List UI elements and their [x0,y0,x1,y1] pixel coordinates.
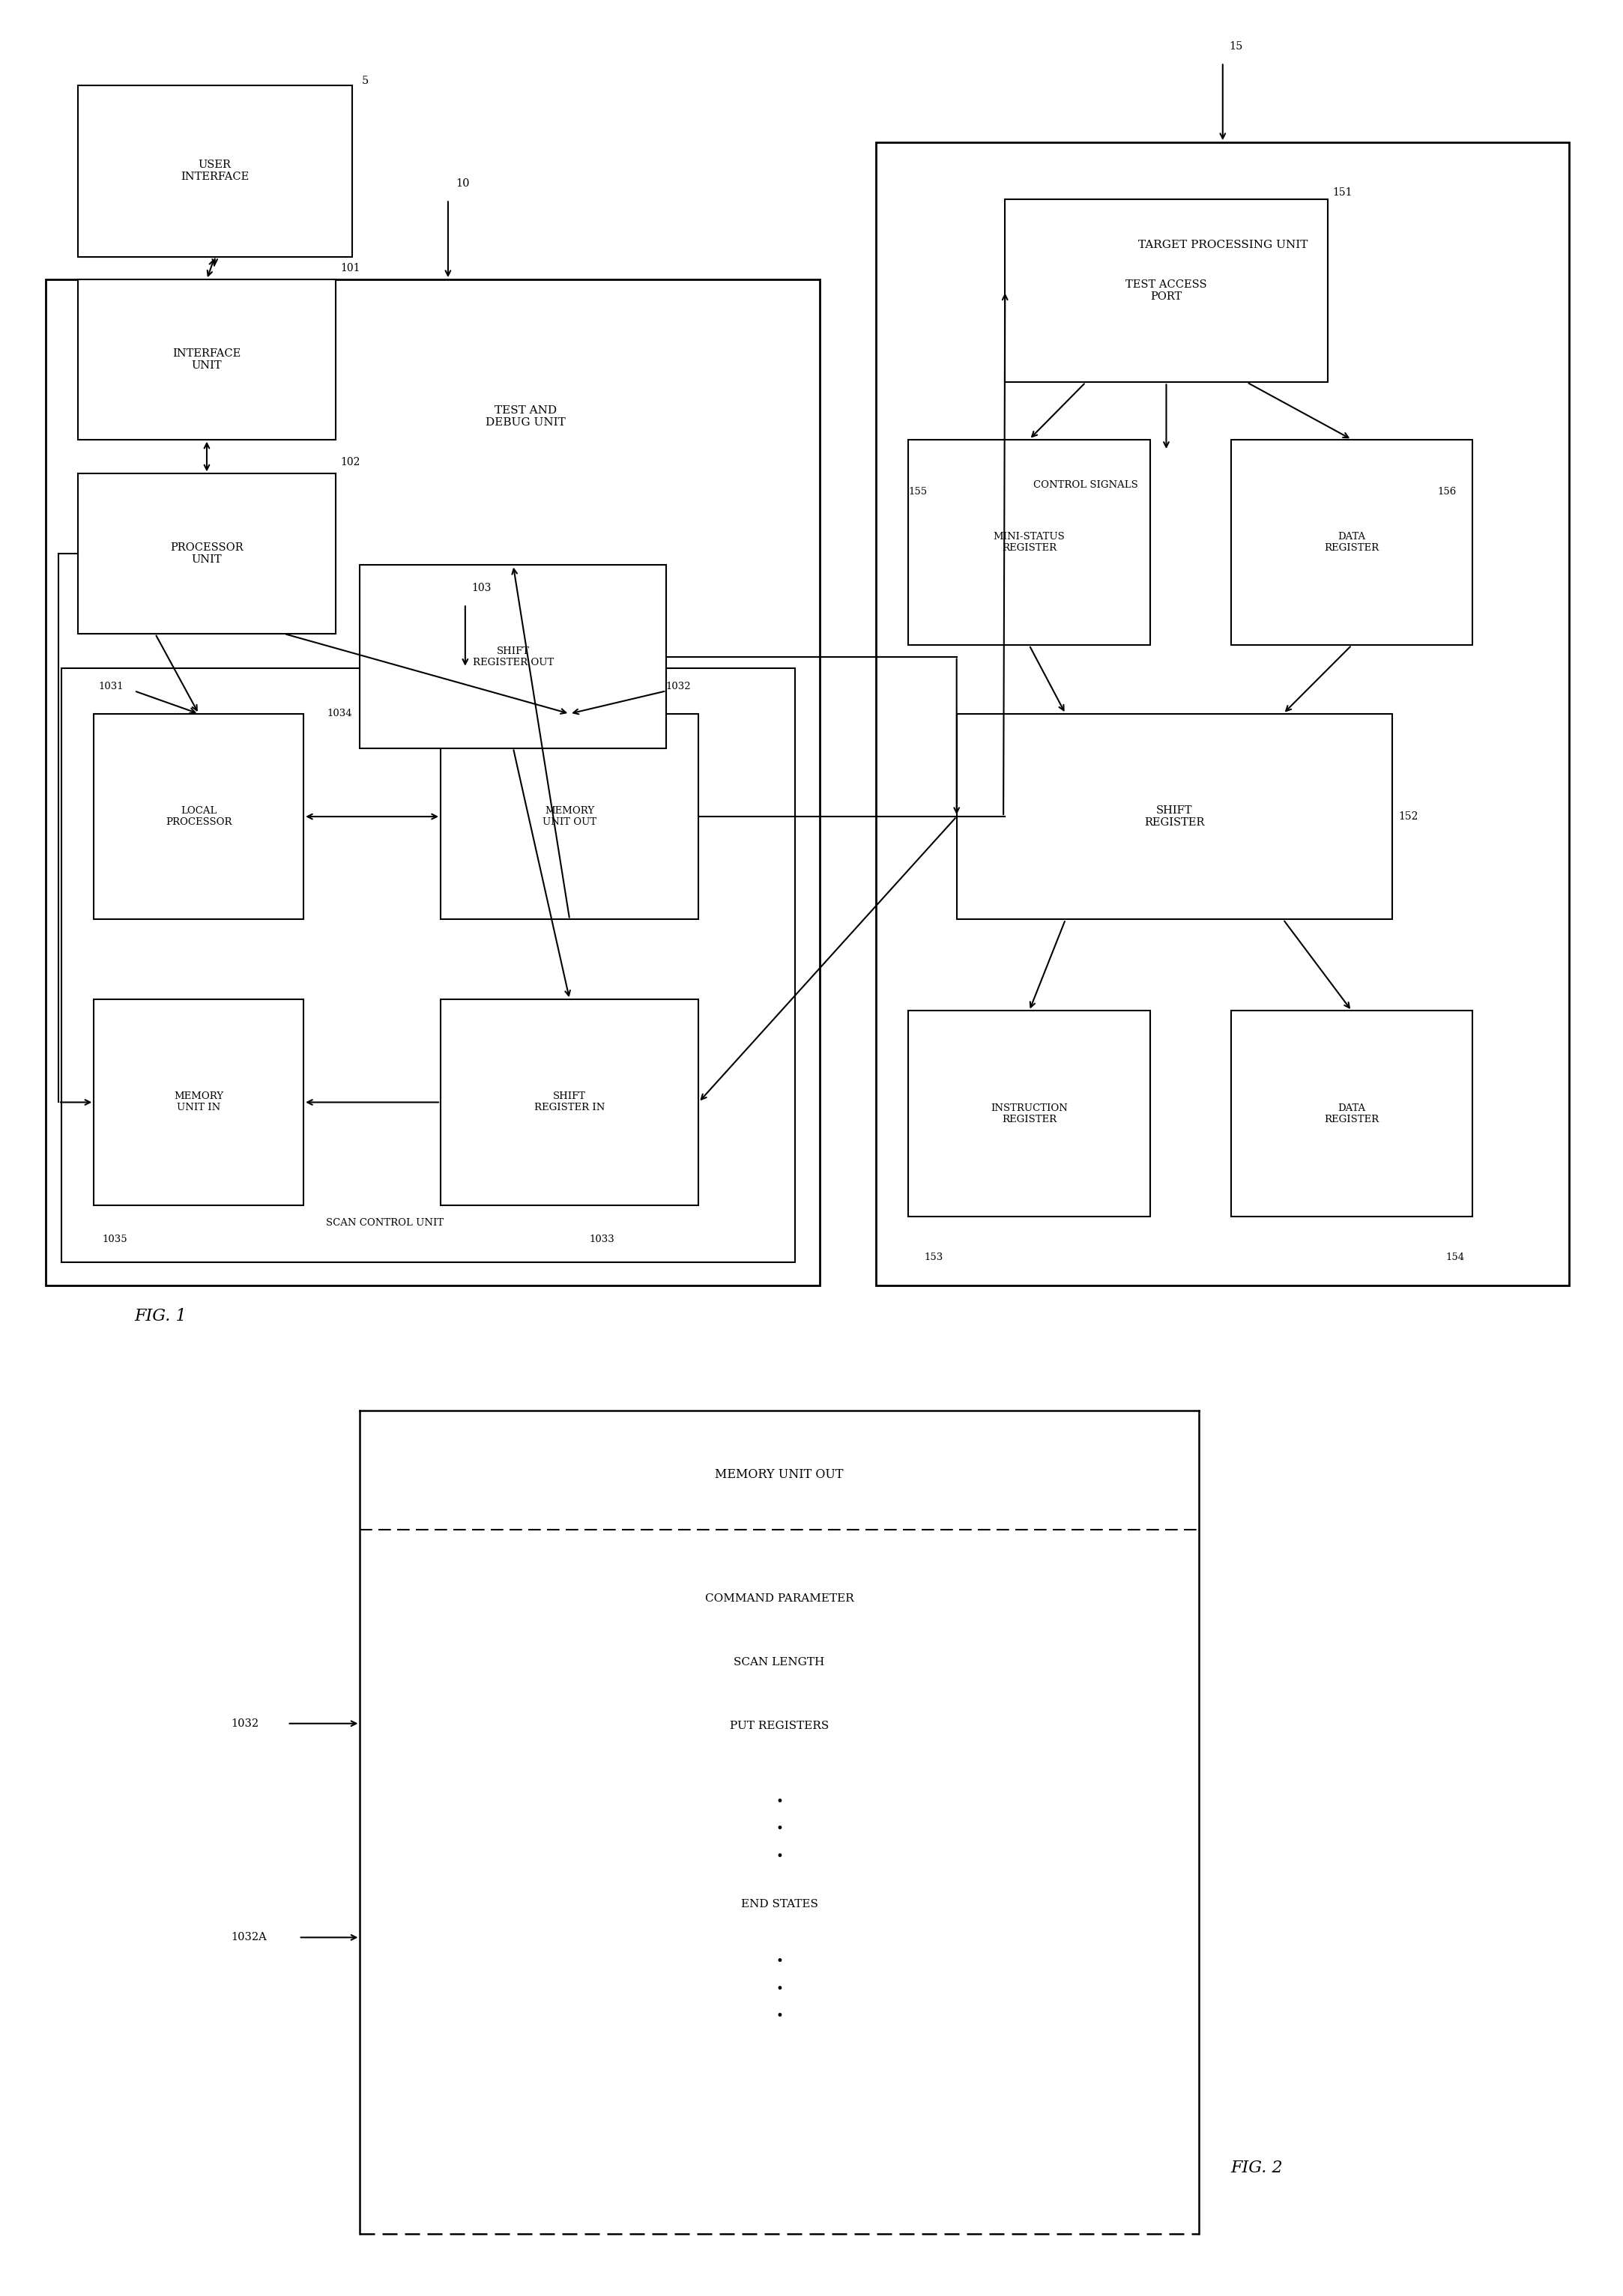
Text: 1032: 1032 [230,1717,258,1729]
FancyBboxPatch shape [78,280,336,439]
Text: 103: 103 [472,583,492,592]
Text: MINI-STATUS
REGISTER: MINI-STATUS REGISTER [993,533,1065,553]
Text: FIG. 1: FIG. 1 [135,1309,187,1325]
Text: TARGET PROCESSING UNIT: TARGET PROCESSING UNIT [1138,241,1308,250]
Text: •: • [776,1984,782,1995]
Text: 156: 156 [1438,487,1456,496]
Text: 1035: 1035 [102,1235,127,1244]
FancyBboxPatch shape [94,999,304,1205]
FancyBboxPatch shape [78,85,352,257]
Text: 1031: 1031 [99,682,123,691]
Text: INTERFACE
UNIT: INTERFACE UNIT [172,349,240,370]
Text: •: • [776,1956,782,1968]
Text: 101: 101 [341,262,360,273]
FancyBboxPatch shape [440,999,698,1205]
Text: DATA
REGISTER: DATA REGISTER [1324,533,1380,553]
Text: TEST AND
DEBUG UNIT: TEST AND DEBUG UNIT [485,406,565,427]
Text: 15: 15 [1229,41,1243,51]
Text: SHIFT
REGISTER OUT: SHIFT REGISTER OUT [472,645,553,668]
Text: PUT REGISTERS: PUT REGISTERS [730,1722,829,1731]
FancyBboxPatch shape [909,1010,1151,1217]
Text: 10: 10 [456,179,471,188]
Text: 154: 154 [1446,1254,1464,1263]
Text: DATA
REGISTER: DATA REGISTER [1324,1104,1380,1125]
Text: 155: 155 [909,487,927,496]
Text: 102: 102 [341,457,360,468]
Text: 153: 153 [925,1254,943,1263]
Text: USER
INTERFACE: USER INTERFACE [180,161,248,181]
Text: •: • [776,1823,782,1835]
FancyBboxPatch shape [45,280,820,1286]
Text: 5: 5 [362,76,368,85]
FancyBboxPatch shape [876,142,1569,1286]
FancyBboxPatch shape [94,714,304,918]
Text: SCAN CONTROL UNIT: SCAN CONTROL UNIT [326,1219,443,1228]
Text: •: • [776,1851,782,1862]
FancyBboxPatch shape [956,714,1393,918]
Text: SHIFT
REGISTER: SHIFT REGISTER [1144,806,1204,829]
FancyBboxPatch shape [1230,439,1472,645]
FancyBboxPatch shape [440,714,698,918]
FancyBboxPatch shape [1230,1010,1472,1217]
Text: 1034: 1034 [326,709,352,719]
Text: 1032: 1032 [665,682,690,691]
Text: MEMORY
UNIT IN: MEMORY UNIT IN [174,1093,224,1114]
Text: END STATES: END STATES [740,1899,818,1910]
FancyBboxPatch shape [360,565,667,748]
Text: MEMORY UNIT OUT: MEMORY UNIT OUT [716,1469,844,1481]
FancyBboxPatch shape [62,668,795,1263]
Text: INSTRUCTION
REGISTER: INSTRUCTION REGISTER [990,1104,1068,1125]
Text: 152: 152 [1399,810,1419,822]
Text: SHIFT
REGISTER IN: SHIFT REGISTER IN [534,1093,605,1114]
Text: 151: 151 [1332,188,1352,197]
Text: 1033: 1033 [589,1235,615,1244]
Text: SCAN LENGTH: SCAN LENGTH [734,1658,824,1667]
FancyBboxPatch shape [1005,200,1328,383]
Text: •: • [776,2011,782,2023]
Text: TEST ACCESS
PORT: TEST ACCESS PORT [1126,280,1208,303]
Text: CONTROL SIGNALS: CONTROL SIGNALS [1034,480,1138,489]
Text: 1032A: 1032A [230,1933,266,1942]
FancyBboxPatch shape [78,473,336,634]
Text: PROCESSOR
UNIT: PROCESSOR UNIT [170,542,243,565]
Text: COMMAND PARAMETER: COMMAND PARAMETER [704,1593,854,1603]
Text: LOCAL
PROCESSOR: LOCAL PROCESSOR [166,806,232,827]
Text: •: • [776,1795,782,1807]
Text: MEMORY
UNIT OUT: MEMORY UNIT OUT [542,806,597,827]
Text: FIG. 2: FIG. 2 [1230,2161,1282,2177]
FancyBboxPatch shape [909,439,1151,645]
